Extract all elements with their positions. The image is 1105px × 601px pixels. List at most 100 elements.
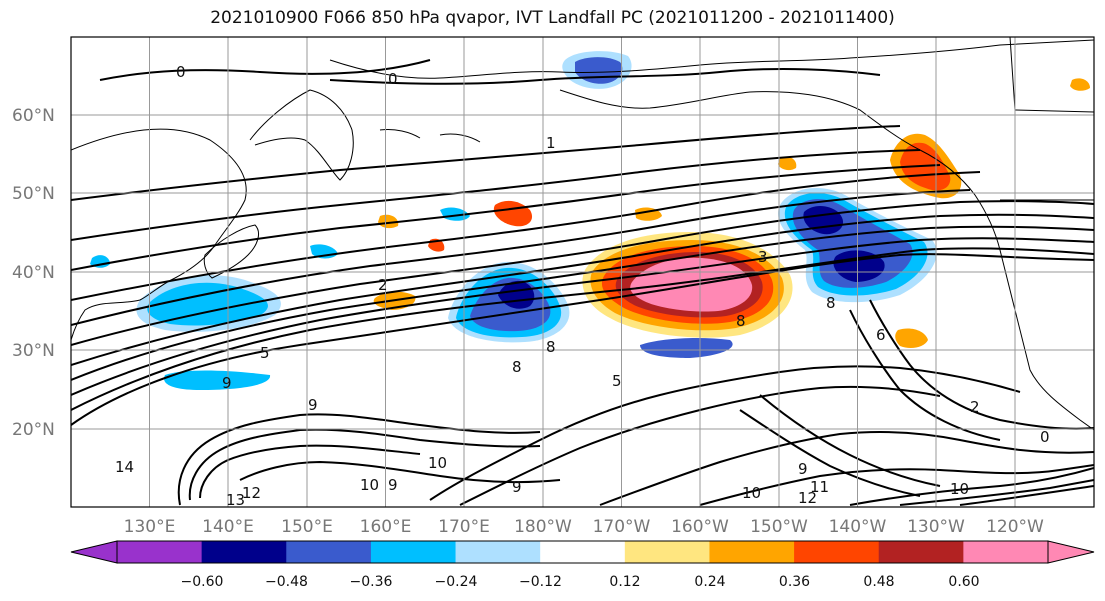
- colorbar-segment: [709, 541, 795, 563]
- contour-line: [329, 68, 881, 85]
- colorbar-tick-label: −0.24: [435, 574, 478, 590]
- negative-anomaly-blob: [640, 337, 733, 358]
- contour-label: 10: [950, 480, 969, 498]
- contour-line: [71, 149, 921, 241]
- contour-label: 10: [428, 454, 447, 472]
- colorbar-segment: [794, 541, 880, 563]
- contour-line: [99, 59, 431, 81]
- coastline-asia: [71, 128, 247, 341]
- colorbar-tick-label: 0.36: [779, 574, 810, 590]
- colorbar-extend-right: [1047, 540, 1095, 564]
- lon-label: 130°E: [124, 517, 176, 537]
- positive-anomaly-blob: [778, 156, 797, 171]
- lon-label: 120°W: [986, 517, 1044, 537]
- contour-line: [849, 467, 1094, 506]
- contour-label-group: 0 0 1 2 5 9 9 8 8 5 3 8 8 6 2 0 10 9 10 …: [115, 63, 1050, 509]
- contour-label: 2: [378, 276, 388, 294]
- lon-label: 160°W: [671, 517, 729, 537]
- lon-label: 140°W: [829, 517, 887, 537]
- lat-label: 60°N: [12, 106, 55, 126]
- contour-line: [899, 479, 1094, 506]
- contour-label: 11: [810, 478, 829, 496]
- colorbar-tick-label: −0.60: [181, 574, 224, 590]
- lat-label: 40°N: [12, 263, 55, 283]
- colorbar-tick-label: 0.12: [609, 574, 640, 590]
- contour-label: 10: [360, 476, 379, 494]
- contour-label: 10: [742, 484, 761, 502]
- colorbar-segment: [878, 541, 964, 563]
- shaded-anomaly-layer: [90, 51, 1090, 390]
- longitude-labels: 130°E 140°E 150°E 160°E 170°E 180°W 170°…: [124, 517, 1044, 537]
- colorbar-extend-left: [70, 540, 118, 564]
- colorbar-tick-label: 0.48: [863, 574, 894, 590]
- lat-label: 20°N: [12, 420, 55, 440]
- contour-line: [959, 485, 1094, 506]
- contour-label: 8: [736, 312, 746, 330]
- contour-label: 9: [222, 374, 232, 392]
- contour-label: 5: [612, 372, 622, 390]
- coastline-alaska: [559, 89, 1094, 431]
- lon-label: 170°W: [593, 517, 651, 537]
- contour-line: [71, 164, 941, 271]
- contour-line: [199, 444, 421, 499]
- lon-label: 140°E: [202, 517, 254, 537]
- coastline-north: [329, 39, 1094, 79]
- colorbar-segment: [201, 541, 287, 563]
- contour-label: 0: [388, 70, 398, 88]
- positive-anomaly-blob: [378, 214, 399, 229]
- contour-line: [599, 431, 1094, 506]
- contour-line: [869, 299, 1094, 430]
- lat-label: 30°N: [12, 341, 55, 361]
- contour-line: [71, 213, 1094, 366]
- lon-label: 150°W: [750, 517, 808, 537]
- contour-label: 8: [826, 294, 836, 312]
- contour-label: 8: [512, 358, 522, 376]
- colorbar-tick-label: 0.24: [694, 574, 725, 590]
- lon-label: 180°W: [514, 517, 572, 537]
- contour-label: 9: [308, 396, 318, 414]
- colorbar-tick-label: −0.48: [265, 574, 308, 590]
- map-frame: [70, 36, 1095, 508]
- contour-label: 2: [970, 398, 980, 416]
- contour-line: [739, 409, 921, 497]
- colorbar-segment: [540, 541, 626, 563]
- colorbar-tick-label: −0.36: [350, 574, 393, 590]
- contour-label: 12: [242, 484, 261, 502]
- contour-label: 0: [176, 63, 186, 81]
- contour-label: 14: [115, 458, 134, 476]
- contour-line: [849, 309, 1001, 441]
- colorbar-tick-label: 0.60: [948, 574, 979, 590]
- coastline-bering-islands: [379, 129, 481, 143]
- positive-anomaly-blob: [1070, 78, 1090, 91]
- contour-label: 9: [512, 478, 522, 496]
- colorbar-outline: [116, 540, 1049, 564]
- contour-label: 5: [260, 344, 270, 362]
- lat-label: 50°N: [12, 184, 55, 204]
- contour-line: [71, 253, 1094, 426]
- colorbar-segment: [370, 541, 457, 563]
- lon-label: 130°W: [907, 517, 965, 537]
- colorbar-segment: [117, 541, 203, 563]
- contour-line: [759, 394, 941, 487]
- colorbar-tick-label: −0.12: [519, 574, 562, 590]
- negative-anomaly-blob: [147, 282, 268, 326]
- contour-label: 6: [876, 326, 886, 344]
- negative-anomaly-blob: [164, 370, 271, 390]
- contour-label: 13: [226, 491, 245, 509]
- positive-anomaly-blob: [895, 328, 928, 348]
- latitude-labels: 60°N 50°N 40°N 30°N 20°N: [12, 106, 55, 440]
- colorbar: −0.60 −0.48 −0.36 −0.24 −0.12 0.12 0.24 …: [70, 540, 1095, 590]
- contour-label: 1: [546, 134, 556, 152]
- contour-label: 9: [798, 460, 808, 478]
- contour-label: 9: [388, 476, 398, 494]
- colorbar-segment: [624, 541, 710, 563]
- coastline-kamchatka: [249, 89, 354, 181]
- contour-line: [71, 237, 1094, 396]
- lon-label: 170°E: [438, 517, 490, 537]
- contour-line: [71, 125, 901, 201]
- map-title: 2021010900 F066 850 hPa qvapor, IVT Land…: [210, 8, 895, 28]
- lon-label: 160°E: [360, 517, 412, 537]
- colorbar-segment: [963, 541, 1049, 563]
- colorbar-segment: [286, 541, 372, 563]
